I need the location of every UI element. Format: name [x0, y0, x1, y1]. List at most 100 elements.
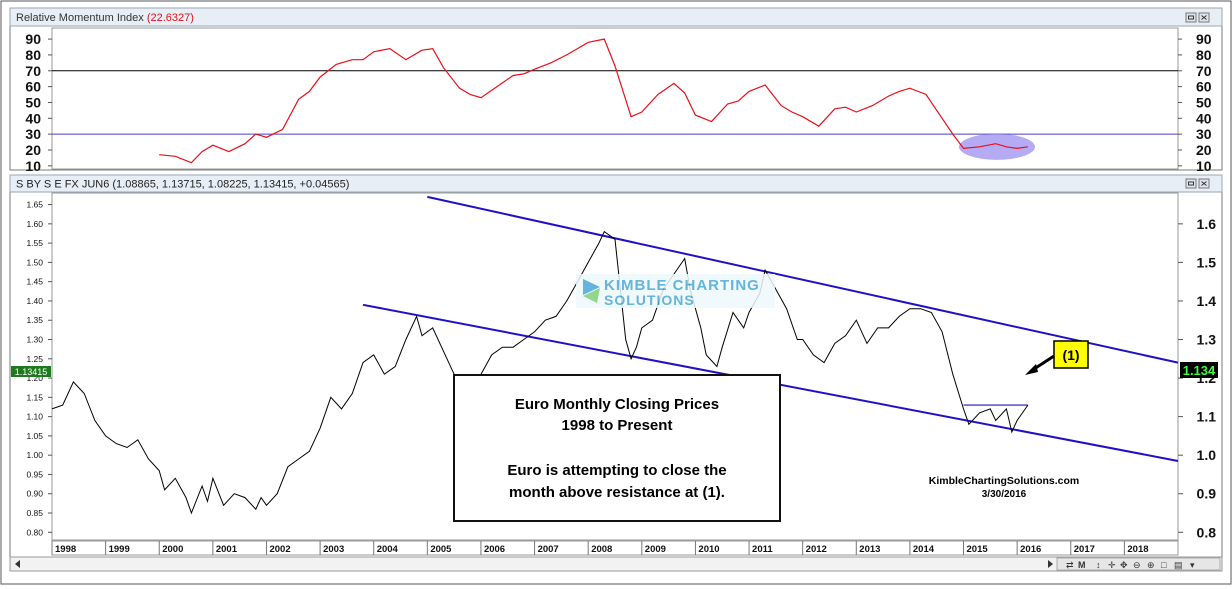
rmi-left-tick-label: 60 — [25, 79, 41, 95]
price-right-tick-label: 1.4 — [1197, 293, 1217, 309]
year-label: 2012 — [806, 544, 827, 555]
rmi-header-bar — [9, 7, 1223, 27]
year-label: 2018 — [1127, 544, 1148, 555]
scroll-left-icon[interactable] — [15, 560, 20, 568]
year-label: 2002 — [269, 544, 290, 555]
rmi-panel-buttons[interactable] — [1185, 12, 1210, 23]
year-label: 2014 — [913, 544, 935, 555]
price-left-tick-label: 1.60 — [26, 219, 43, 229]
rmi-left-tick-label: 90 — [25, 31, 41, 47]
price-left-tick-label: 1.25 — [26, 354, 43, 364]
year-label: 2009 — [645, 544, 666, 555]
year-label: 1999 — [109, 544, 130, 555]
rmi-value: (22.6327) — [147, 12, 194, 24]
price-axes: 0.80 0.85 0.90 0.95 1.00 1.05 1.10 1.15 1.20 1.25… — [26, 200, 1217, 556]
watermark-logo: KIMBLE CHARTING SOLUTIONS — [576, 274, 775, 308]
year-label: 2010 — [698, 544, 719, 555]
vertical-resize-icon[interactable]: ↕ — [1096, 560, 1101, 570]
move-icon[interactable]: ✥ — [1120, 560, 1128, 570]
year-label: 2008 — [591, 544, 612, 555]
year-label: 2015 — [967, 544, 989, 555]
price-left-tick-label: 1.65 — [26, 200, 43, 210]
annotation-box: Euro Monthly Closing Prices 1998 to Pres… — [453, 374, 781, 522]
scroll-right-icon[interactable] — [1048, 560, 1053, 568]
close-icon — [1201, 181, 1207, 186]
callout-box — [1053, 340, 1089, 369]
price-right-tick-label: 1.5 — [1197, 254, 1217, 270]
annotation-line2: 1998 to Present — [562, 417, 673, 434]
price-panel-buttons[interactable] — [1185, 178, 1210, 189]
horizontal-scrollbar[interactable] — [9, 556, 1223, 572]
price-header-bar — [9, 174, 1223, 193]
zoom-out-icon[interactable]: ⊖ — [1133, 560, 1141, 570]
mode-m-icon[interactable]: M — [1078, 560, 1086, 570]
rmi-left-tick-label: 30 — [25, 126, 41, 142]
rmi-marks — [52, 38, 1178, 164]
price-left-tick-label: 1.10 — [26, 412, 43, 422]
arrow-logo-icon-accent — [583, 288, 600, 303]
rmi-highlight-ellipse — [958, 133, 1035, 160]
rmi-left-tick-label: 40 — [25, 110, 41, 126]
year-label: 2001 — [216, 544, 238, 555]
rmi-right-tick-label: 80 — [1196, 47, 1212, 63]
price-line — [51, 230, 1029, 515]
rmi-right-tick-label: 50 — [1196, 94, 1212, 110]
year-label: 2016 — [1020, 544, 1041, 555]
price-right-tick-label: 1.3 — [1197, 332, 1217, 348]
watermark-bg — [576, 274, 775, 308]
toolbar-strip — [1056, 557, 1221, 571]
restore-icon — [1188, 181, 1194, 186]
options-icon[interactable]: ▾ — [1190, 560, 1195, 570]
chart-type-icon[interactable]: ▤ — [1174, 560, 1183, 570]
callout-arrow-head-icon — [1025, 364, 1038, 375]
price-left-tick-label: 0.95 — [26, 469, 43, 479]
credit-site: KimbleChartingSolutions.com — [929, 475, 1080, 487]
annotation-line3: Euro is attempting to close the — [507, 462, 726, 479]
price-left-tick-label: 1.50 — [26, 257, 43, 267]
watermark-line2: SOLUTIONS — [604, 292, 695, 308]
rmi-left-tick-label: 50 — [25, 94, 41, 110]
year-label: 2013 — [859, 544, 880, 555]
zoom-in-icon[interactable]: ⊕ — [1147, 560, 1155, 570]
rmi-left-tick-label: 20 — [25, 142, 41, 158]
price-tag-left-text: 1.13415 — [15, 367, 48, 377]
restore-icon — [1188, 15, 1194, 20]
price-tag-left: 1.13415 — [11, 366, 51, 377]
price-right-tick-label: 0.9 — [1197, 486, 1217, 502]
annotation-frame — [453, 374, 781, 522]
rmi-left-tick-label: 10 — [25, 158, 41, 174]
bottom-toolbar[interactable]: ⇄ M ↕ ✛ ✥ ⊖ ⊕ □ ▤ ▾ — [1056, 557, 1221, 571]
rmi-right-tick-label: 40 — [1196, 110, 1212, 126]
crosshair-icon[interactable]: ✛ — [1108, 560, 1116, 570]
rmi-right-tick-label: 60 — [1196, 79, 1212, 95]
sync-icon[interactable]: ⇄ — [1066, 560, 1074, 570]
rmi-right-tick-label: 20 — [1196, 142, 1212, 158]
price-left-tick-label: 0.80 — [26, 527, 43, 537]
price-restore-button[interactable] — [1185, 178, 1197, 189]
rmi-restore-button[interactable] — [1185, 12, 1197, 23]
price-left-tick-label: 1.05 — [26, 431, 43, 441]
price-right-tick-label: 1.0 — [1197, 447, 1217, 463]
rmi-right-tick-label: 90 — [1196, 31, 1212, 47]
year-label: 2003 — [323, 544, 344, 555]
price-tag-left-bg — [11, 366, 51, 377]
price-left-tick-label: 1.40 — [26, 296, 43, 306]
price-left-tick-label: 1.55 — [26, 238, 43, 248]
annotation-line4: month above resistance at (1). — [509, 484, 725, 501]
year-label: 2011 — [752, 544, 773, 555]
price-tag-right-text: 1.134 — [1183, 363, 1216, 378]
fit-icon[interactable]: □ — [1161, 560, 1167, 570]
callout-label: (1) — [1062, 347, 1079, 363]
price-right-tick-label: 1.1 — [1197, 409, 1217, 425]
rmi-right-tick-label: 30 — [1196, 126, 1212, 142]
price-tag-right: 1.134 — [1180, 362, 1218, 378]
watermark-line1: KIMBLE CHARTING — [604, 277, 760, 294]
price-left-tick-label: 1.30 — [26, 335, 43, 345]
rmi-left-tick-label: 80 — [25, 47, 41, 63]
price-right-tick-label: 0.8 — [1197, 524, 1217, 540]
year-label: 2017 — [1074, 544, 1095, 555]
year-label: 2007 — [538, 544, 559, 555]
arrow-logo-icon — [583, 279, 600, 295]
price-right-tick-label: 1.6 — [1197, 216, 1217, 232]
